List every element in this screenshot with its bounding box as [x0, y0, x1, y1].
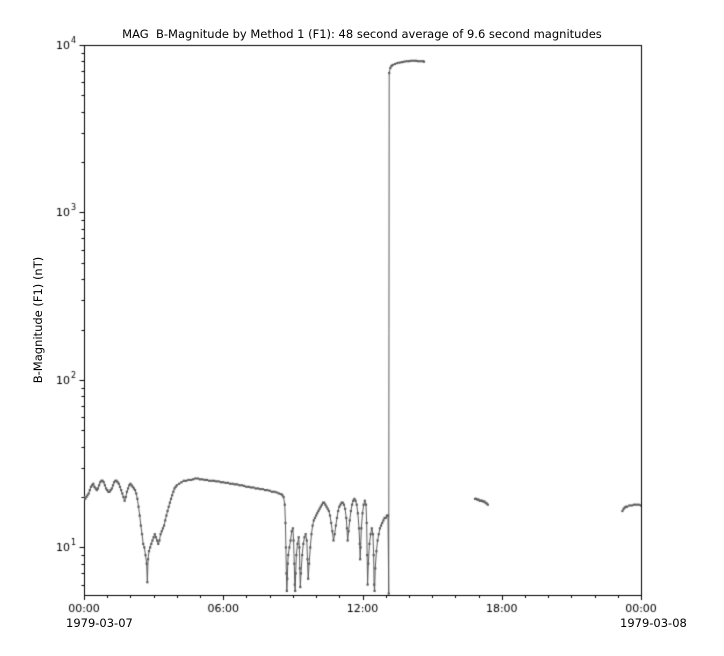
chart-title: MAG B-Magnitude by Method 1 (F1): 48 sec… [122, 27, 602, 41]
y-axis-label: B-Magnitude (F1) (nT) [31, 256, 45, 384]
x-axis-date-end: 1979-03-08 [620, 616, 687, 630]
x-axis-date-start: 1979-03-07 [66, 616, 133, 630]
